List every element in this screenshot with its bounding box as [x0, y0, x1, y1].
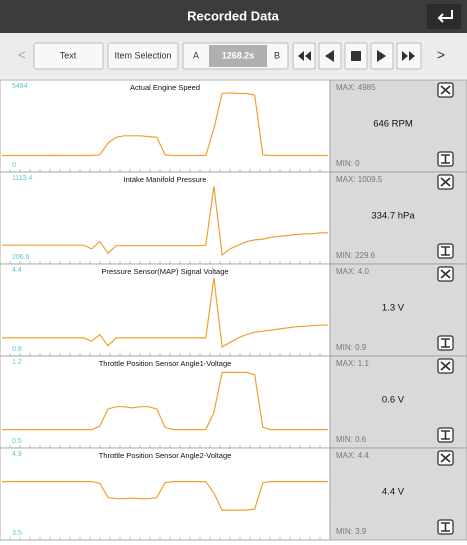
scale-min: 0.5 [12, 438, 22, 445]
trace [2, 186, 328, 257]
min-label: MIN: 0 [336, 159, 360, 168]
current-value: 646 RPM [373, 119, 413, 130]
header-title: Recorded Data [187, 8, 280, 23]
current-value: 334.7 hPa [371, 211, 415, 222]
graph-area [0, 171, 331, 265]
scale-max: 1113.4 [12, 175, 32, 182]
max-label: MAX: 4985 [336, 83, 376, 92]
trace [2, 277, 329, 348]
back-button[interactable] [427, 4, 461, 29]
trace [2, 481, 328, 511]
scale-min: 0 [12, 162, 16, 169]
close-icon [440, 269, 451, 279]
trace [2, 92, 328, 157]
panel-title: Pressure Sensor(MAP) Signal Voltage [101, 267, 228, 276]
panel-title: Throttle Position Sensor Angle1-Voltage [99, 359, 232, 368]
scale-min: 3.5 [12, 530, 22, 537]
scale-max: 1.2 [12, 359, 22, 366]
scale-icon [441, 154, 450, 164]
trace [2, 371, 328, 431]
min-label: MIN: 0.6 [336, 435, 367, 444]
a-marker[interactable]: A [193, 50, 199, 60]
scale-icon [441, 430, 450, 440]
next-button[interactable]: > [437, 47, 445, 63]
max-label: MAX: 1.1 [336, 359, 369, 368]
min-label: MIN: 229.6 [336, 251, 376, 260]
scale-icon [441, 522, 450, 532]
text-button-frame[interactable] [33, 42, 104, 70]
time-box [209, 45, 267, 67]
scale-min: 0.8 [12, 346, 22, 353]
max-label: MAX: 1009.5 [336, 175, 383, 184]
item-button[interactable]: Item Selection [114, 50, 171, 60]
close-icon [440, 85, 451, 95]
min-label: MIN: 0.9 [336, 343, 367, 352]
close-icon [440, 361, 451, 371]
panel-title: Actual Engine Speed [130, 83, 200, 92]
current-value: 4.4 V [382, 487, 405, 498]
header-bar [0, 0, 467, 33]
close-icon [440, 177, 451, 187]
scale-icon [441, 246, 450, 256]
current-value: 0.6 V [382, 395, 405, 406]
max-label: MAX: 4.0 [336, 267, 369, 276]
b-marker[interactable]: B [274, 50, 280, 60]
text-button[interactable]: Text [60, 50, 77, 60]
panels: Actual Engine Speed 5484 0 MAX: 4985 646 RPM… [0, 79, 467, 541]
item-button-frame[interactable] [107, 42, 179, 70]
panel-title: Intake Manifold Pressure [124, 175, 207, 184]
panel-title: Throttle Position Sensor Angle2-Voltage [99, 451, 232, 460]
min-label: MIN: 3.9 [336, 527, 367, 536]
graph-area [0, 263, 331, 357]
max-label: MAX: 4.4 [336, 451, 369, 460]
scale-max: 4.4 [12, 267, 22, 274]
scale-max: 5484 [12, 83, 28, 90]
current-value: 1.3 V [382, 303, 405, 314]
scale-icon [441, 338, 450, 348]
graph-area [0, 447, 331, 541]
graph-area [0, 355, 331, 449]
graph-area [0, 79, 331, 173]
time-value: 1268.2s [222, 50, 255, 60]
close-icon [440, 453, 451, 463]
prev-button[interactable]: < [18, 47, 26, 63]
playback-icons [298, 50, 415, 62]
scale-min: 206.6 [12, 254, 30, 261]
scale-max: 4.9 [12, 451, 22, 458]
